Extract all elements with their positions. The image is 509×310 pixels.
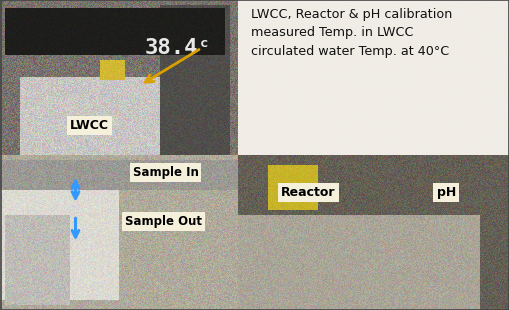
Text: Sample In: Sample In: [132, 166, 198, 179]
Text: Reactor: Reactor: [281, 186, 335, 199]
Text: LWCC, Reactor & pH calibration
measured Temp. in LWCC
circulated water Temp. at : LWCC, Reactor & pH calibration measured …: [251, 8, 452, 58]
Text: pH: pH: [436, 186, 455, 199]
Text: 38.4ᶜ: 38.4ᶜ: [145, 38, 212, 58]
Bar: [238, 0, 509, 155]
Text: Sample Out: Sample Out: [125, 215, 202, 228]
Text: LWCC: LWCC: [70, 119, 108, 132]
